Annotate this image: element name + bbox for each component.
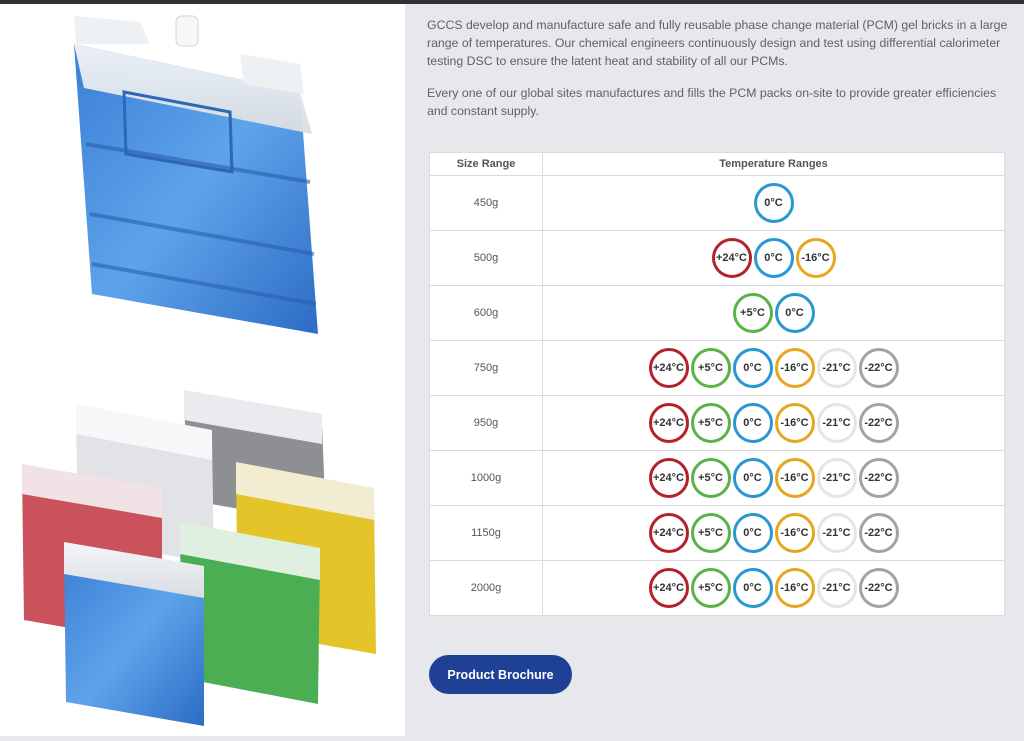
temperature-badges: 0°C [543, 183, 1004, 223]
temperature-cell: +5°C 0°C [542, 285, 1005, 341]
intro-text: GCCS develop and manufacture safe and fu… [427, 16, 1012, 134]
temperature-badge: -21°C [816, 348, 857, 388]
temperature-cell: +24°C +5°C 0°C -16°C -21°C -22°C [542, 505, 1005, 561]
product-brochure-button[interactable]: Product Brochure [429, 655, 572, 694]
temperature-badge: +24°C [648, 568, 689, 608]
table-row: 500g +24°C 0°C -16°C [429, 230, 1005, 286]
temperature-badge: +24°C [648, 458, 689, 498]
temperature-badge: +24°C [648, 348, 689, 388]
temperature-badge: 0°C [753, 238, 794, 278]
temperature-badge: +24°C [648, 403, 689, 443]
small-blue-gel-brick [64, 542, 204, 726]
temperature-badge: +24°C [648, 513, 689, 553]
temperature-badge: -16°C [774, 568, 815, 608]
product-images-panel [0, 4, 405, 736]
temperature-cell: +24°C +5°C 0°C -16°C -21°C -22°C [542, 450, 1005, 506]
intro-paragraph-2: Every one of our global sites manufactur… [427, 86, 997, 118]
temperature-badge: 0°C [774, 293, 815, 333]
temperature-badge: -21°C [816, 568, 857, 608]
temperature-badges: +24°C +5°C 0°C -16°C -21°C -22°C [543, 403, 1004, 443]
temperature-badge: -22°C [858, 458, 899, 498]
temperature-badge: +5°C [690, 403, 731, 443]
table-body: 450g 0°C 500g +24°C 0°C -16°C 600g +5°C 0°C 750g +… [429, 175, 1005, 616]
size-cell: 2000g [429, 560, 543, 616]
temperature-range-table: Size Range Temperature Ranges 450g 0°C 500… [429, 152, 1005, 616]
table-row: 450g 0°C [429, 175, 1005, 231]
temperature-badges: +24°C +5°C 0°C -16°C -21°C -22°C [543, 348, 1004, 388]
size-cell: 950g [429, 395, 543, 451]
top-bar [0, 0, 1024, 4]
temperature-cell: 0°C [542, 175, 1005, 231]
table-row: 2000g +24°C +5°C 0°C -16°C -21°C -22°C [429, 560, 1005, 616]
size-cell: 450g [429, 175, 543, 231]
temperature-badge: 0°C [732, 568, 773, 608]
temperature-badges: +24°C +5°C 0°C -16°C -21°C -22°C [543, 568, 1004, 608]
size-range-header: Size Range [429, 152, 543, 176]
large-blue-gel-brick [74, 15, 318, 334]
temperature-badge: -16°C [774, 348, 815, 388]
temperature-badge: +5°C [732, 293, 773, 333]
temperature-badge: -22°C [858, 513, 899, 553]
content-panel: GCCS develop and manufacture safe and fu… [405, 4, 1024, 736]
temperature-badge: 0°C [732, 348, 773, 388]
size-cell: 1150g [429, 505, 543, 561]
temperature-badge: +5°C [690, 513, 731, 553]
table-row: 950g +24°C +5°C 0°C -16°C -21°C -22°C [429, 395, 1005, 451]
temperature-badge: 0°C [732, 458, 773, 498]
temperature-badge: -16°C [774, 458, 815, 498]
temperature-badge: -21°C [816, 403, 857, 443]
temperature-badge: -22°C [858, 568, 899, 608]
temperature-cell: +24°C +5°C 0°C -16°C -21°C -22°C [542, 560, 1005, 616]
temperature-badge: 0°C [753, 183, 794, 223]
temperature-cell: +24°C +5°C 0°C -16°C -21°C -22°C [542, 395, 1005, 451]
temperature-badge: +5°C [690, 568, 731, 608]
table-row: 750g +24°C +5°C 0°C -16°C -21°C -22°C [429, 340, 1005, 396]
temperature-badges: +5°C 0°C [543, 293, 1004, 333]
intro-paragraph-1: GCCS develop and manufacture safe and fu… [427, 18, 1008, 68]
temperature-ranges-header: Temperature Ranges [542, 152, 1005, 176]
temperature-badge: 0°C [732, 513, 773, 553]
size-cell: 600g [429, 285, 543, 341]
temperature-badges: +24°C +5°C 0°C -16°C -21°C -22°C [543, 458, 1004, 498]
temperature-cell: +24°C 0°C -16°C [542, 230, 1005, 286]
size-cell: 500g [429, 230, 543, 286]
table-row: 1150g +24°C +5°C 0°C -16°C -21°C -22°C [429, 505, 1005, 561]
temperature-badge: 0°C [732, 403, 773, 443]
temperature-badge: -21°C [816, 458, 857, 498]
table-row: 1000g +24°C +5°C 0°C -16°C -21°C -22°C [429, 450, 1005, 506]
gel-brick-illustrations [22, 15, 376, 726]
temperature-badges: +24°C 0°C -16°C [543, 238, 1004, 278]
temperature-badge: -16°C [795, 238, 836, 278]
temperature-cell: +24°C +5°C 0°C -16°C -21°C -22°C [542, 340, 1005, 396]
temperature-badge: -21°C [816, 513, 857, 553]
table-row: 600g +5°C 0°C [429, 285, 1005, 341]
size-cell: 750g [429, 340, 543, 396]
temperature-badge: -16°C [774, 513, 815, 553]
temperature-badge: -16°C [774, 403, 815, 443]
temperature-badge: +24°C [711, 238, 752, 278]
temperature-badge: +5°C [690, 458, 731, 498]
green-gel-brick [180, 522, 320, 704]
temperature-badge: -22°C [858, 403, 899, 443]
size-cell: 1000g [429, 450, 543, 506]
temperature-badge: -22°C [858, 348, 899, 388]
temperature-badge: +5°C [690, 348, 731, 388]
temperature-badges: +24°C +5°C 0°C -16°C -21°C -22°C [543, 513, 1004, 553]
